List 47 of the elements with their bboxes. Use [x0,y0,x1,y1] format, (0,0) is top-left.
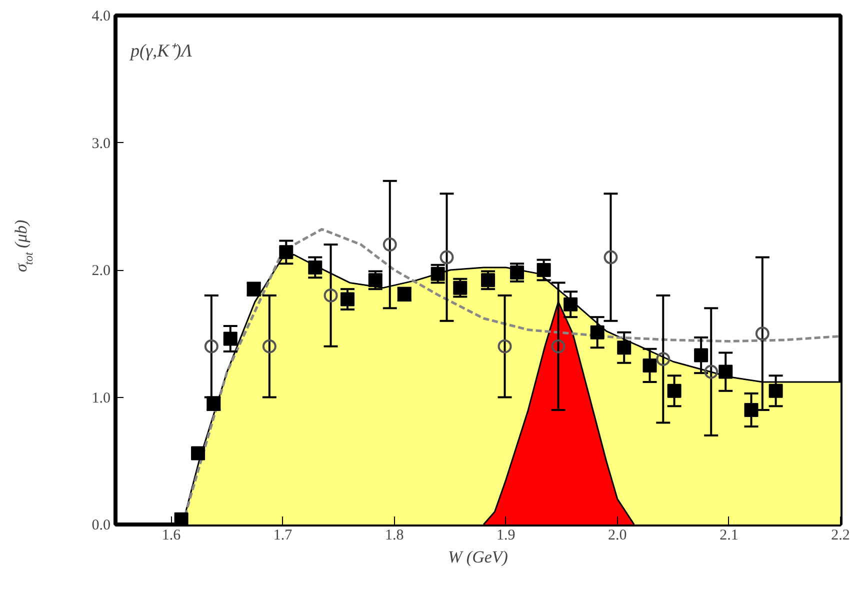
annotation: p(γ,K⁺)Λ [128,40,192,60]
point [174,512,188,524]
point [204,339,218,354]
point [768,384,783,398]
y-tick-label: 3.0 [92,136,110,152]
x-tick-label: 1.7 [273,528,293,544]
y-axis-title: σtot (μb) [12,219,36,272]
point [694,348,708,362]
point [617,340,632,355]
x-tick-label: 2.0 [608,528,627,544]
point [324,288,338,302]
point [590,325,604,340]
point [368,273,382,288]
point [191,446,206,460]
point [440,250,454,264]
point [279,245,294,260]
point [308,260,322,274]
point [498,339,512,354]
point [340,292,354,306]
point [564,297,578,312]
y-tick-label: 0.0 [92,518,110,534]
point [551,339,566,354]
point [536,263,551,277]
y-tick-label: 1.0 [92,390,110,406]
x-tick-label: 1.8 [384,528,404,544]
x-axis-title: W (GeV) [448,548,508,566]
x-tick-label: 2.1 [720,528,738,544]
point [453,280,468,295]
point [667,384,682,398]
point [223,332,238,346]
x-tick-label: 1.9 [496,528,516,544]
x-tick-label: 1.6 [162,528,182,544]
point [642,358,657,372]
point [510,266,524,280]
y-tick-label: 2.0 [92,263,110,279]
point [718,364,733,379]
point [755,326,770,341]
x-tick-label: 2.2 [831,528,850,544]
point [656,352,670,366]
point [481,273,496,288]
point [704,364,718,379]
y-tick-label: 4.0 [92,8,110,24]
point [430,266,445,281]
point [382,238,397,252]
point [604,250,618,264]
point [744,402,758,417]
point [262,339,276,354]
